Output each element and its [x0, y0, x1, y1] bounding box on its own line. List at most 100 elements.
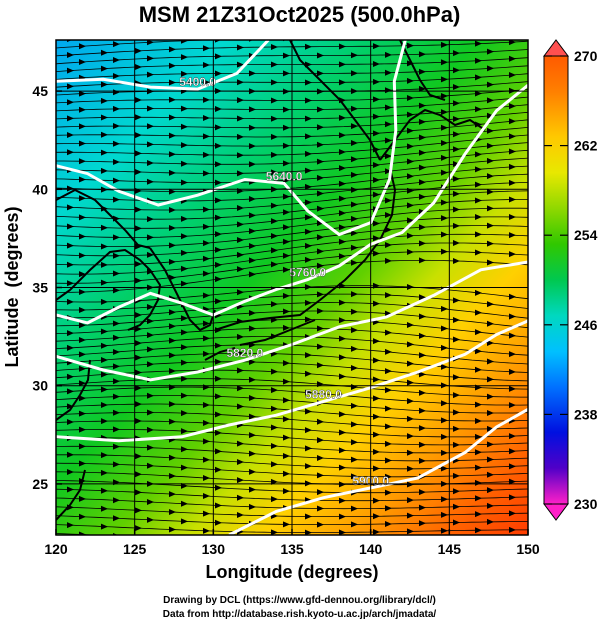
wind-arrow: [283, 106, 290, 113]
wind-arrow: [237, 440, 244, 447]
wind-arrow: [203, 527, 210, 534]
height-contour: [56, 40, 270, 91]
wind-arrow: [215, 214, 222, 221]
wind-arrow: [317, 174, 324, 181]
wind-arrow: [385, 405, 392, 412]
wind-arrow: [283, 124, 290, 131]
wind-arrow: [509, 478, 516, 485]
wind-arrow: [407, 143, 414, 150]
wind-arrow: [237, 367, 244, 374]
wind-arrow: [385, 440, 392, 447]
wind-arrow: [249, 228, 256, 235]
wind-arrow: [373, 529, 380, 535]
wind-arrow: [407, 528, 414, 535]
wind-arrow: [339, 317, 346, 324]
wind-arrow: [351, 421, 358, 428]
wind-arrow: [317, 234, 324, 241]
wind-arrow: [453, 425, 460, 432]
wind-arrow: [419, 224, 426, 231]
wind-arrow: [385, 310, 392, 317]
wind-arrow: [407, 158, 414, 165]
wind-arrow: [453, 392, 460, 399]
wind-arrow: [475, 151, 482, 158]
wind-arrow: [271, 405, 278, 412]
wind-arrow: [475, 309, 482, 316]
wind-arrow: [509, 463, 516, 470]
wind-arrow: [203, 255, 210, 262]
wind-arrow: [453, 83, 460, 90]
wind-arrow: [147, 123, 154, 130]
wind-arrow: [67, 403, 74, 410]
wind-arrow: [407, 42, 414, 49]
wind-arrow: [305, 480, 312, 487]
wind-arrow: [215, 70, 222, 77]
wind-arrow: [305, 513, 312, 520]
wind-arrow: [475, 348, 482, 355]
wind-arrow: [169, 188, 176, 195]
wind-arrow: [169, 114, 176, 121]
wind-arrow: [487, 456, 494, 463]
wind-arrow: [101, 97, 108, 104]
wind-arrow: [339, 61, 346, 68]
wind-arrow: [147, 234, 154, 241]
wind-arrow: [385, 87, 392, 94]
wind-arrow: [147, 178, 154, 185]
contour-label: 5400.0: [179, 75, 216, 89]
wind-arrow: [351, 230, 358, 237]
wind-arrow: [373, 78, 380, 85]
wind-arrow: [181, 179, 188, 186]
wind-arrow: [305, 199, 312, 206]
wind-arrow: [215, 197, 222, 204]
wind-arrow: [181, 500, 188, 507]
colorbar-tick-label: 270: [574, 48, 598, 64]
wind-arrow: [181, 215, 188, 222]
wind-arrow: [419, 34, 426, 40]
wind-arrow: [283, 160, 290, 167]
wind-arrow: [317, 291, 324, 298]
wind-arrow: [339, 195, 346, 202]
wind-arrow: [113, 363, 120, 370]
wind-arrow: [487, 502, 494, 509]
wind-arrow: [453, 239, 460, 246]
y-tick-label: 35: [32, 280, 48, 296]
wind-arrow: [385, 257, 392, 264]
wind-arrow: [169, 454, 176, 461]
wind-arrow: [441, 41, 448, 48]
wind-arrow: [487, 142, 494, 149]
wind-arrow: [249, 450, 256, 457]
wind-arrow: [351, 505, 358, 512]
wind-arrow: [237, 79, 244, 86]
colorbar-tick-label: 254: [574, 227, 598, 243]
wind-arrow: [249, 537, 256, 543]
wind-arrow: [249, 124, 256, 131]
wind-arrow: [135, 225, 142, 232]
wind-arrow: [101, 505, 108, 512]
wind-arrow: [317, 472, 324, 479]
wind-arrow: [317, 437, 324, 444]
wind-arrow: [453, 131, 460, 138]
wind-arrow: [237, 459, 244, 466]
wind-arrow: [271, 43, 278, 50]
wind-arrow: [441, 465, 448, 472]
wind-arrow: [351, 537, 358, 543]
wind-arrow: [135, 354, 142, 361]
wind-arrow: [203, 401, 210, 408]
wind-arrow: [215, 411, 222, 418]
wind-arrow: [441, 305, 448, 312]
wind-arrow: [305, 26, 312, 32]
wind-arrow: [305, 214, 312, 221]
wind-arrow: [351, 171, 358, 178]
wind-arrow: [181, 40, 188, 44]
wind-arrow: [249, 106, 256, 113]
wind-arrow: [305, 97, 312, 104]
wind-arrow: [373, 113, 380, 120]
wind-arrow: [509, 402, 516, 409]
wind-arrow: [147, 318, 154, 325]
wind-arrow: [135, 114, 142, 121]
wind-arrow: [487, 441, 494, 448]
wind-arrow: [135, 417, 142, 424]
wind-arrow: [475, 329, 482, 336]
wind-arrow: [305, 242, 312, 249]
wind-arrow: [181, 160, 188, 167]
wind-arrow: [351, 70, 358, 77]
